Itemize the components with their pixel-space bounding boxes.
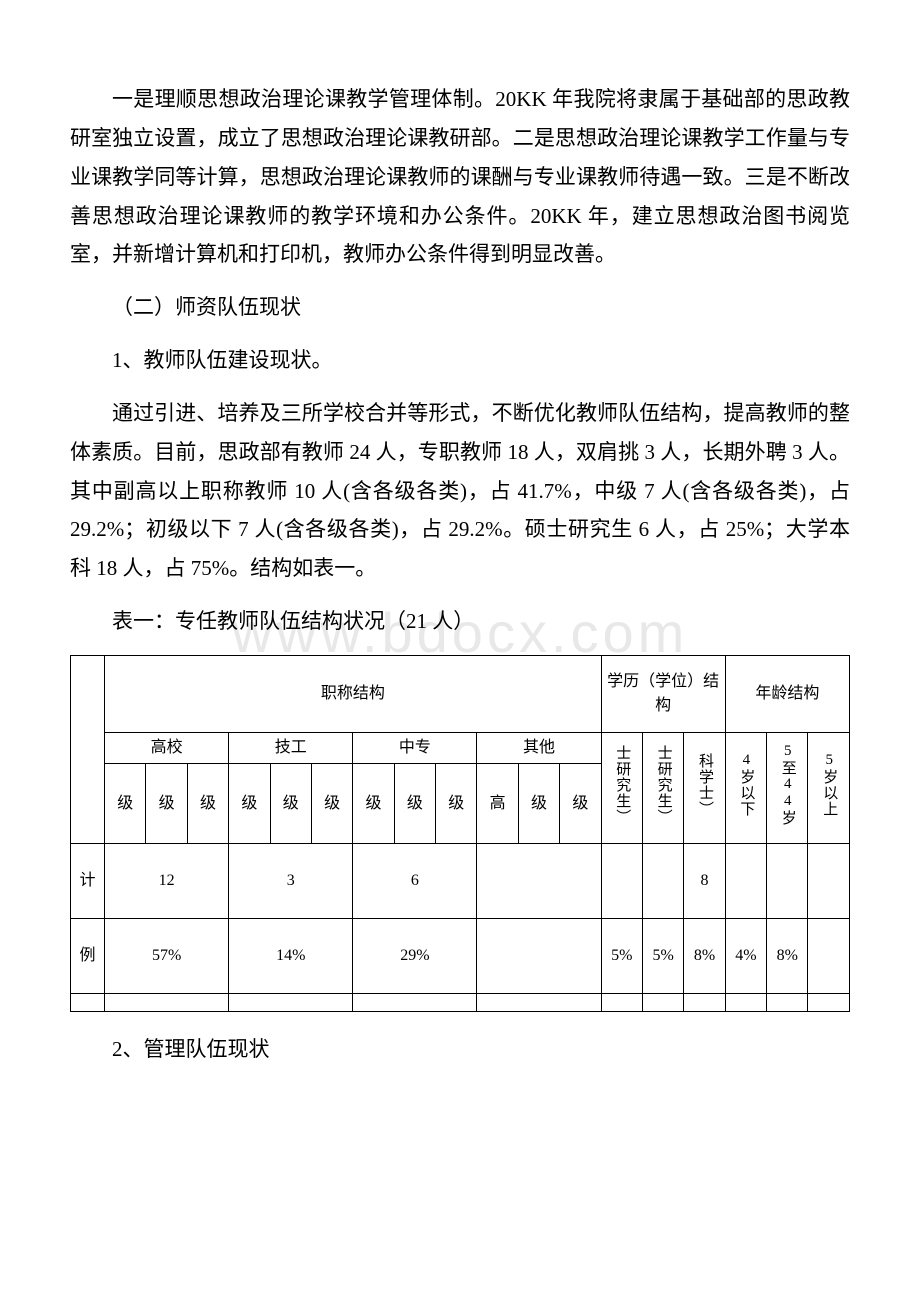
cell-li-shi2: 5% (642, 919, 683, 994)
row-ji-label: 计 (71, 844, 105, 919)
empty-cell (808, 994, 850, 1012)
col-age3: 5岁以上 (808, 732, 850, 843)
cell-li-age3 (808, 919, 850, 994)
col-ji: 级 (311, 764, 352, 844)
col-ji: 级 (146, 764, 187, 844)
empty-cell (105, 994, 229, 1012)
table-row-ji: 计 12 3 6 8 (71, 844, 850, 919)
cell-ji-ke: 8 (684, 844, 725, 919)
sub-qita: 其他 (477, 732, 601, 763)
paragraph-4: 通过引进、培养及三所学校合并等形式，不断优化教师队伍结构，提高教师的整体素质。目… (70, 394, 850, 588)
table-row-li: 例 57% 14% 29% 5% 5% 8% 4% 8% (71, 919, 850, 994)
empty-cell (229, 994, 353, 1012)
cell-li-zhongzhuan: 29% (353, 919, 477, 994)
cell-ji-shi2 (642, 844, 683, 919)
header-zhicheng: 职称结构 (105, 655, 602, 732)
col-gao: 高 (477, 764, 518, 844)
cell-ji-jigong: 3 (229, 844, 353, 919)
cell-ji-zhongzhuan: 6 (353, 844, 477, 919)
cell-ji-age1 (725, 844, 766, 919)
col-age2: 5至44岁 (767, 732, 808, 843)
col-shi2: 士研究生） (642, 732, 683, 843)
paragraph-5-table-title: 表一：专任教师队伍结构状况（21 人） (70, 602, 850, 641)
cell-ji-age2 (767, 844, 808, 919)
cell-li-qita (477, 919, 601, 994)
empty-cell (684, 994, 725, 1012)
cell-li-age2: 8% (767, 919, 808, 994)
col-ji: 级 (394, 764, 435, 844)
empty-cell (725, 994, 766, 1012)
cell-ji-shi1 (601, 844, 642, 919)
empty-cell (767, 994, 808, 1012)
cell-li-age1: 4% (725, 919, 766, 994)
col-ji: 级 (270, 764, 311, 844)
sub-gaoxiao: 高校 (105, 732, 229, 763)
sub-jigong: 技工 (229, 732, 353, 763)
empty-cell (71, 994, 105, 1012)
empty-cell (601, 994, 642, 1012)
col-ke: 科学士） (684, 732, 725, 843)
col-ji: 级 (436, 764, 477, 844)
col-shi1: 士研究生） (601, 732, 642, 843)
cell-li-shi1: 5% (601, 919, 642, 994)
col-ji: 级 (353, 764, 394, 844)
empty-cell (477, 994, 601, 1012)
paragraph-1: 一是理顺思想政治理论课教学管理体制。20KK 年我院将隶属于基础部的思政教研室独… (70, 80, 850, 274)
row-li-label: 例 (71, 919, 105, 994)
table-header-row-1: 职称结构 学历（学位）结构 年龄结构 (71, 655, 850, 732)
col-ji: 级 (560, 764, 601, 844)
empty-cell (353, 994, 477, 1012)
document-content: 一是理顺思想政治理论课教学管理体制。20KK 年我院将隶属于基础部的思政教研室独… (70, 80, 850, 1069)
sub-zhongzhuan: 中专 (353, 732, 477, 763)
col-ji: 级 (518, 764, 559, 844)
paragraph-6: 2、管理队伍现状 (70, 1030, 850, 1069)
teacher-structure-table: 职称结构 学历（学位）结构 年龄结构 高校 技工 中专 其他 士研究生） 士研究… (70, 655, 850, 1012)
cell-ji-gaoxiao: 12 (105, 844, 229, 919)
cell-ji-qita (477, 844, 601, 919)
col-ji: 级 (229, 764, 270, 844)
empty-cell (642, 994, 683, 1012)
table-header-row-2: 高校 技工 中专 其他 士研究生） 士研究生） 科学士） 4岁以下 5至44岁 … (71, 732, 850, 763)
header-nianling: 年龄结构 (725, 655, 849, 732)
cell-ji-age3 (808, 844, 850, 919)
header-xueli: 学历（学位）结构 (601, 655, 725, 732)
cell-li-ke: 8% (684, 919, 725, 994)
table-empty-row (71, 994, 850, 1012)
cell-li-jigong: 14% (229, 919, 353, 994)
cell-li-gaoxiao: 57% (105, 919, 229, 994)
col-ji: 级 (187, 764, 228, 844)
table-corner (71, 655, 105, 843)
paragraph-2: （二）师资队伍现状 (70, 288, 850, 327)
paragraph-3: 1、教师队伍建设现状。 (70, 341, 850, 380)
col-ji: 级 (105, 764, 146, 844)
col-age1: 4岁以下 (725, 732, 766, 843)
